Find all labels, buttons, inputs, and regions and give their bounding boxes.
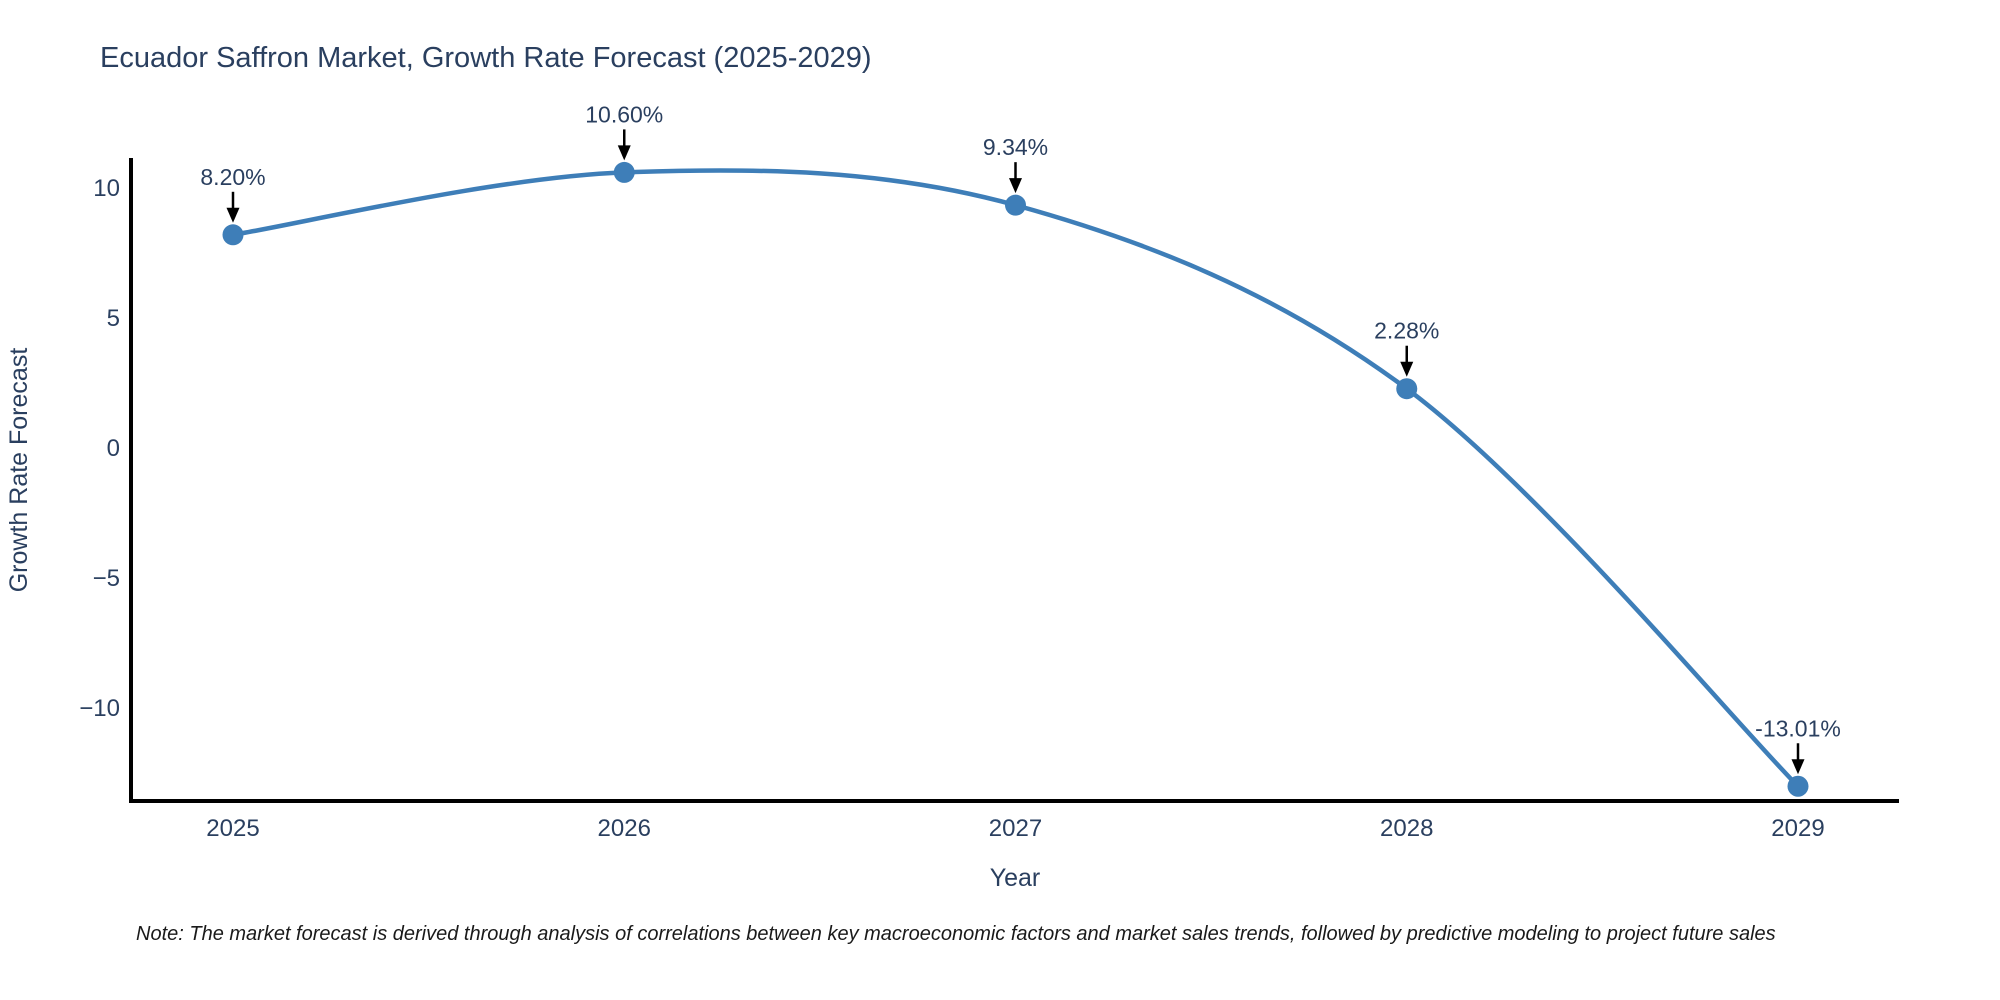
- y-axis-title: Growth Rate Forecast: [5, 348, 33, 593]
- arrow-down-icon: [617, 145, 631, 161]
- data-point-marker: [1787, 775, 1809, 797]
- footnote: Note: The market forecast is derived thr…: [136, 923, 1776, 945]
- arrow-down-icon: [1400, 361, 1414, 377]
- data-point-marker: [613, 161, 635, 183]
- arrow-down-icon: [1791, 759, 1805, 775]
- x-tick-label: 2026: [598, 815, 651, 842]
- chart-title: Ecuador Saffron Market, Growth Rate Fore…: [100, 42, 872, 74]
- y-tick-label: −5: [93, 565, 120, 592]
- y-tick-label: 0: [107, 435, 120, 462]
- point-annotation: 10.60%: [585, 101, 663, 161]
- data-point-marker: [222, 224, 244, 246]
- data-point-marker: [1396, 378, 1418, 400]
- point-value-label: 8.20%: [200, 164, 265, 190]
- arrow-down-icon: [226, 207, 240, 223]
- x-axis-tick-labels: 2025 2026 2027 2028 2029: [206, 815, 1824, 842]
- y-axis-tick-labels: 10 5 0 −5 −10: [79, 175, 120, 722]
- point-annotation: 9.34%: [983, 134, 1048, 194]
- point-annotation: -13.01%: [1755, 715, 1841, 775]
- arrow-down-icon: [1009, 178, 1022, 194]
- point-annotation: 8.20%: [200, 164, 266, 223]
- y-tick-label: −10: [79, 695, 120, 722]
- point-value-label: 9.34%: [983, 134, 1048, 160]
- x-axis-title: Year: [990, 864, 1041, 892]
- line-series: [222, 161, 1809, 797]
- y-tick-label: 5: [107, 305, 120, 332]
- point-annotation: 2.28%: [1374, 318, 1439, 377]
- point-annotations: 8.20% 10.60% 9.34% 2.28% -13.01%: [200, 101, 1841, 775]
- data-point-marker: [1005, 194, 1026, 216]
- point-value-label: 2.28%: [1374, 318, 1439, 344]
- x-tick-label: 2025: [206, 815, 259, 842]
- x-tick-label: 2029: [1771, 815, 1824, 842]
- point-value-label: 10.60%: [585, 101, 663, 127]
- point-value-label: -13.01%: [1755, 715, 1841, 741]
- trend-line: [230, 168, 1801, 789]
- y-tick-label: 10: [93, 175, 120, 202]
- x-tick-label: 2027: [989, 815, 1042, 842]
- x-tick-label: 2028: [1380, 815, 1433, 842]
